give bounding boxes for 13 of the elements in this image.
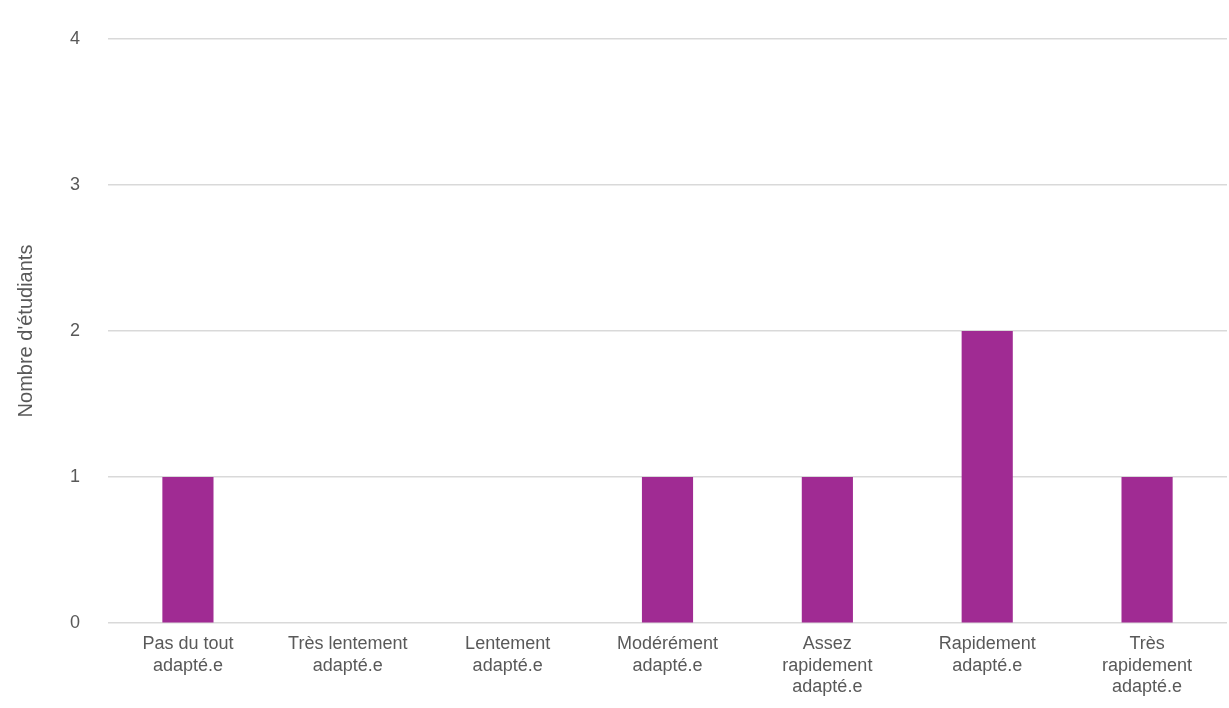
x-tick-label: Très lentement adapté.e	[288, 632, 408, 675]
x-tick-label: Lentement adapté.e	[465, 632, 551, 675]
y-tick-label: 3	[70, 173, 81, 194]
x-tick-label: Rapidement adapté.e	[938, 632, 1036, 675]
x-tick-label: Pas du tout adapté.e	[142, 632, 234, 675]
x-tick-label: Modérément adapté.e	[616, 632, 719, 675]
y-tick-label: 2	[70, 319, 81, 340]
y-axis-title: Nombre d'étudiants	[13, 244, 36, 418]
y-tick-label: 0	[70, 612, 81, 633]
x-tick-label: Assez rapidement adapté.e	[782, 632, 873, 697]
x-tick-label: Très rapidement adapté.e	[1102, 632, 1193, 697]
y-tick-label: 4	[70, 27, 81, 48]
y-tick-label: 1	[70, 466, 81, 487]
